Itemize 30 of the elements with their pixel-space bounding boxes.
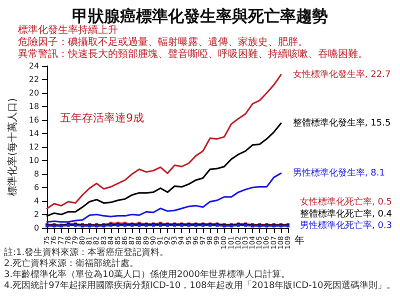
y-tick-label: 8 [34,170,40,178]
text: 3.年齡標準化率（單位為10萬人口）係使用2000年世界標準人口計算。 [4,269,290,280]
text: 2.死亡資料來源：衛福部統計處。 [4,258,139,269]
y-tick-label: 24 [28,62,40,70]
series-label: 男性標準化發生率, 8.1 [292,167,385,178]
y-tick-label: 10 [28,156,40,165]
x-axis-title: 年 [294,234,304,246]
y-axis-title: 標準化率(每十萬人口) [6,98,18,196]
text: 異常警訊：快速長大的頸部腫塊、聲音嘶啞、呼吸困難、持續咳嗽、吞嚥困難。 [18,48,368,60]
series-label: 整體標準化發生率, 15.5 [292,117,391,128]
y-tick-label: 0 [34,224,40,232]
series-label: 男性標準化死亡率, 0.3 [300,220,392,231]
y-tick-label: 18 [28,102,40,111]
chart-title: 甲狀腺癌標準化發生率與死亡率趨勢 [72,6,328,26]
y-tick-label: 12 [28,142,40,152]
y-tick-label: 4 [34,196,40,206]
annotation: 五年存活率達9成 [60,112,144,124]
series-label: 整體標準化死亡率, 0.4 [300,208,392,220]
y-tick-label: 2 [34,210,40,219]
text: 標準化發生率持續上升 [18,24,118,36]
y-tick-label: 22 [28,75,40,84]
text: 危險因子：碘攝取不足或過量、輻射曝露、遺傳、家族史、肥胖。 [18,36,308,48]
series-label: 女性標準化發生率, 22.7 [292,68,391,80]
text: 女性標準化死亡率, 0.5 [300,196,392,208]
y-tick-label: 6 [34,183,40,192]
y-tick-label: 16 [28,116,40,124]
text: 4.死因統計97年起採用國際疾病分類ICD-10，108年起改用「2018年版ICD-10死因選碼準則」。 [4,280,396,291]
text: 註:1.發生資料來源：本署癌症登記資料。 [4,247,169,258]
y-tick-label: 20 [28,88,40,98]
y-tick-label: 14 [28,129,40,138]
